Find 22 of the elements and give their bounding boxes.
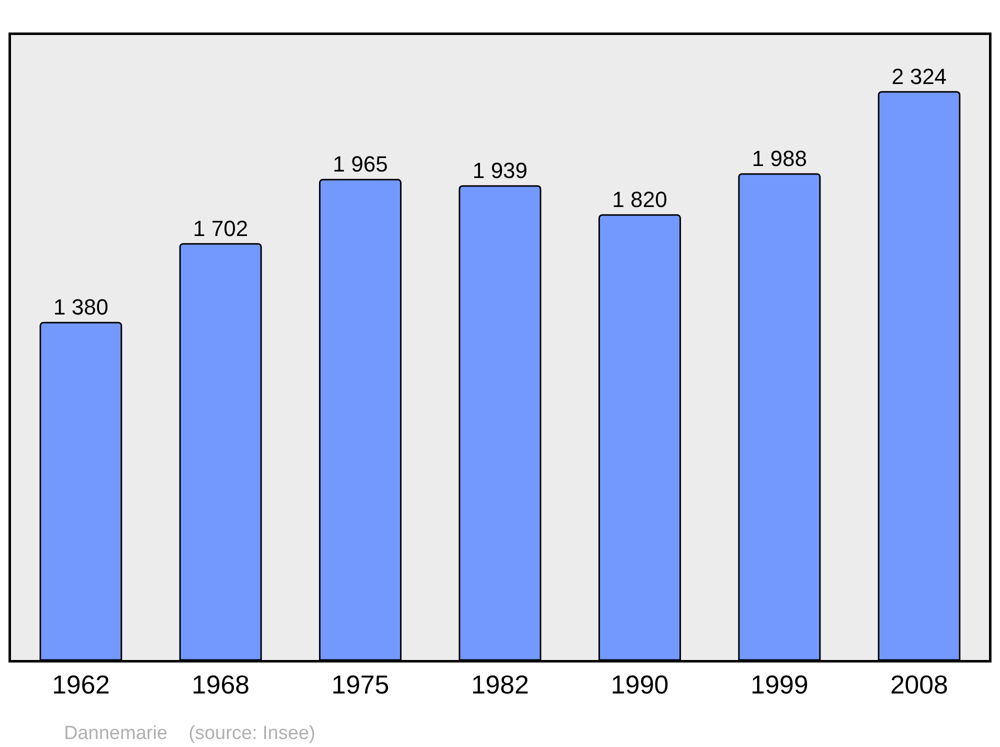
data-label: 1 380 [53, 294, 108, 320]
text: Dannemarie (source: Insee) [64, 723, 316, 744]
bar [878, 91, 960, 660]
x-tick-label: 1975 [331, 670, 390, 700]
bar [319, 178, 402, 660]
data-label: 1 988 [752, 146, 807, 171]
data-label: 1 939 [472, 158, 528, 183]
data-label: 1 702 [193, 216, 248, 241]
x-tick-label: 2008 [890, 670, 948, 700]
bar [738, 173, 821, 660]
x-tick-label: 1982 [471, 670, 529, 700]
bar [458, 185, 542, 660]
data-label: 1 820 [612, 187, 668, 212]
data-label: 1 965 [332, 152, 388, 177]
x-tick-label: 1968 [192, 670, 250, 700]
data-label: 2 324 [892, 64, 947, 89]
x-tick-label: 1962 [52, 670, 110, 700]
bar [40, 322, 122, 660]
bar [179, 243, 262, 660]
x-tick-label: 1999 [750, 670, 808, 700]
bar [598, 214, 681, 660]
x-tick-label: 1990 [610, 670, 669, 700]
